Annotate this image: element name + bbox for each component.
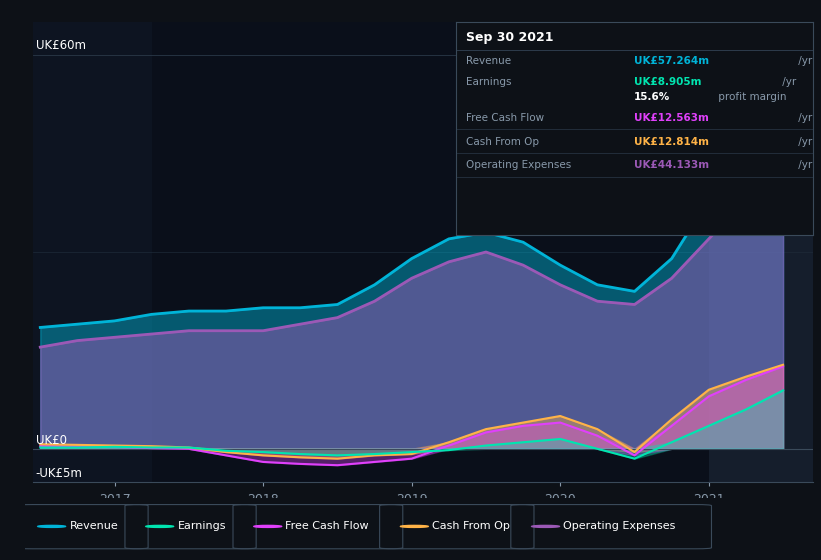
Circle shape <box>38 525 66 528</box>
Text: Sep 30 2021: Sep 30 2021 <box>466 31 554 44</box>
Circle shape <box>146 525 173 528</box>
Text: /yr: /yr <box>795 160 812 170</box>
Text: UK£57.264m: UK£57.264m <box>635 55 709 66</box>
Text: /yr: /yr <box>795 113 812 123</box>
Text: UK£60m: UK£60m <box>36 39 86 52</box>
Text: Operating Expenses: Operating Expenses <box>563 521 676 531</box>
Text: /yr: /yr <box>795 55 812 66</box>
Text: UK£12.563m: UK£12.563m <box>635 113 709 123</box>
Text: Revenue: Revenue <box>466 55 511 66</box>
Text: profit margin: profit margin <box>714 92 786 102</box>
Text: -UK£5m: -UK£5m <box>36 467 83 480</box>
Text: Earnings: Earnings <box>177 521 226 531</box>
Text: /yr: /yr <box>795 137 812 147</box>
Text: UK£0: UK£0 <box>36 434 67 447</box>
Text: Free Cash Flow: Free Cash Flow <box>286 521 369 531</box>
Text: UK£44.133m: UK£44.133m <box>635 160 709 170</box>
Text: UK£8.905m: UK£8.905m <box>635 77 702 87</box>
Text: Cash From Op: Cash From Op <box>466 137 539 147</box>
Circle shape <box>532 525 559 528</box>
Text: Cash From Op: Cash From Op <box>432 521 510 531</box>
Text: /yr: /yr <box>779 77 796 87</box>
Bar <box>33 22 152 482</box>
Text: Free Cash Flow: Free Cash Flow <box>466 113 544 123</box>
Text: Earnings: Earnings <box>466 77 511 87</box>
Circle shape <box>254 525 282 528</box>
Text: UK£12.814m: UK£12.814m <box>635 137 709 147</box>
Text: 15.6%: 15.6% <box>635 92 671 102</box>
Text: Operating Expenses: Operating Expenses <box>466 160 571 170</box>
Bar <box>709 22 813 482</box>
Circle shape <box>401 525 429 528</box>
Text: Revenue: Revenue <box>70 521 118 531</box>
